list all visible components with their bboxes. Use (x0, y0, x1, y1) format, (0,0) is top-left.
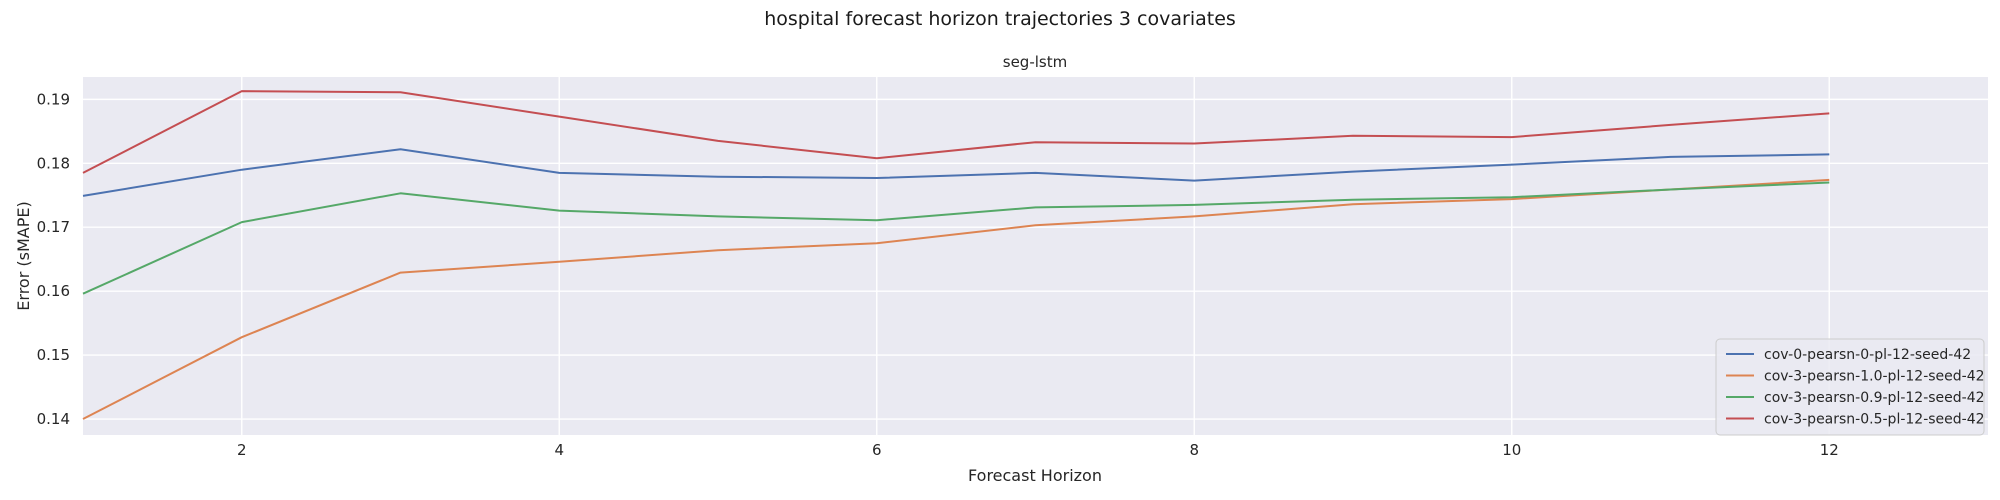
x-tick-label: 2 (237, 441, 247, 459)
legend-label: cov-0-pearsn-0-pl-12-seed-42 (1764, 347, 1971, 363)
series-lines (82, 90, 1830, 420)
y-tick-label: 0.17 (37, 218, 70, 236)
x-tick-labels: 2 4 6 8 10 12 (237, 441, 1839, 459)
y-tick-label: 0.16 (37, 282, 70, 300)
legend-box (1715, 338, 1985, 436)
y-tick-label: 0.18 (37, 154, 70, 172)
chart-title: seg-lstm (1003, 53, 1067, 71)
series-line-0 (82, 148, 1830, 197)
x-tick-label: 12 (1820, 441, 1839, 459)
y-tick-label: 0.15 (37, 346, 70, 364)
y-tick-labels: 0.14 0.15 0.16 0.17 0.18 0.19 (37, 90, 70, 428)
y-tick-label: 0.19 (37, 90, 70, 108)
figure-suptitle: hospital forecast horizon trajectories 3… (764, 8, 1236, 30)
legend-label: cov-3-pearsn-0.9-pl-12-seed-42 (1764, 390, 1985, 406)
legend-label: cov-3-pearsn-0.5-pl-12-seed-42 (1764, 412, 1985, 428)
grid-lines (83, 77, 1988, 435)
y-tick-label: 0.14 (37, 410, 70, 428)
y-axis-label: Error (sMAPE) (14, 201, 33, 310)
x-tick-label: 8 (1189, 441, 1199, 459)
x-tick-label: 10 (1502, 441, 1521, 459)
legend-label: cov-3-pearsn-1.0-pl-12-seed-42 (1764, 369, 1985, 385)
series-line-1 (82, 178, 1830, 420)
legend: cov-0-pearsn-0-pl-12-seed-42 cov-3-pearsn… (1715, 338, 1985, 436)
x-tick-label: 6 (872, 441, 882, 459)
x-tick-label: 4 (554, 441, 564, 459)
series-line-3 (82, 90, 1830, 174)
plot-area (83, 77, 1988, 435)
x-axis-label: Forecast Horizon (968, 466, 1102, 485)
series-line-2 (82, 181, 1830, 295)
